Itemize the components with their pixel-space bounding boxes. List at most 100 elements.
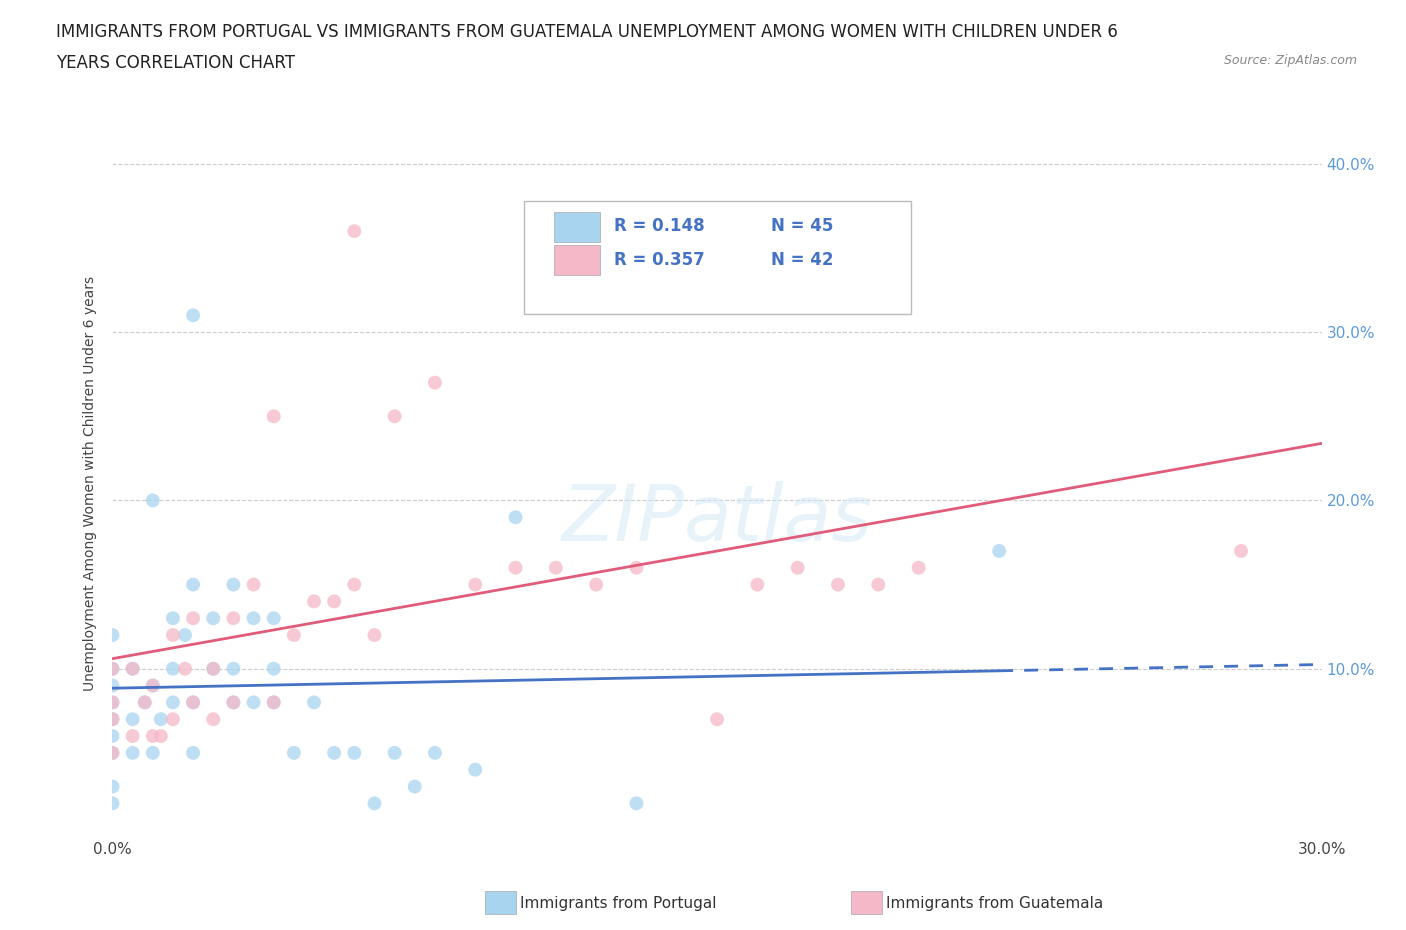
Point [101,695,124,710]
Bar [554,212,600,242]
Text: IMMIGRANTS FROM PORTUGAL VS IMMIGRANTS FROM GUATEMALA UNEMPLOYMENT AMONG WOMEN W: IMMIGRANTS FROM PORTUGAL VS IMMIGRANTS F… [56,23,1118,41]
Point [343,224,366,239]
Point [544,560,567,575]
Point [202,611,225,626]
Point [134,695,156,710]
Point [202,661,225,676]
Point [464,578,486,592]
Point [423,375,446,390]
Point [121,661,143,676]
Point [101,796,124,811]
Point [343,746,366,761]
Point [181,308,204,323]
Point [242,578,264,592]
FancyBboxPatch shape [523,201,911,314]
Point [263,611,285,626]
Text: R = 0.357: R = 0.357 [614,250,704,269]
Text: ZIPatlas: ZIPatlas [561,481,873,557]
Point [868,578,890,592]
Point [162,695,184,710]
Point [142,746,165,761]
Point [464,763,486,777]
Point [162,611,184,626]
Point [263,695,285,710]
Text: YEARS CORRELATION CHART: YEARS CORRELATION CHART [56,54,295,72]
Point [181,695,204,710]
Point [1230,543,1253,558]
Point [162,711,184,726]
Point [343,578,366,592]
Point [827,578,849,592]
Point [242,611,264,626]
Text: Immigrants from Guatemala: Immigrants from Guatemala [886,896,1104,910]
Point [786,560,808,575]
Point [149,711,172,726]
Point [222,611,245,626]
Point [101,728,124,743]
Point [121,711,143,726]
Point [142,678,165,693]
Bar [554,246,600,275]
Point [585,578,607,592]
Point [263,695,285,710]
Point [907,560,929,575]
Point [202,661,225,676]
Point [142,728,165,743]
Point [626,796,648,811]
Point [505,560,527,575]
Point [101,746,124,761]
Point [626,560,648,575]
Point [323,594,346,609]
Point [747,578,769,592]
Point [263,409,285,424]
Point [134,695,156,710]
Point [101,746,124,761]
Point [202,711,225,726]
Point [101,678,124,693]
Point [101,628,124,643]
Point [181,578,204,592]
Point [162,628,184,643]
Text: Source: ZipAtlas.com: Source: ZipAtlas.com [1223,54,1357,67]
Point [101,695,124,710]
Point [384,746,406,761]
Point [706,711,728,726]
Point [162,661,184,676]
Point [242,695,264,710]
Point [174,661,197,676]
Point [101,661,124,676]
Point [302,695,325,710]
Point [323,746,346,761]
Text: N = 45: N = 45 [772,217,834,234]
Text: N = 42: N = 42 [772,250,834,269]
Point [665,274,688,289]
Point [222,578,245,592]
Text: Immigrants from Portugal: Immigrants from Portugal [520,896,717,910]
Point [404,779,426,794]
Y-axis label: Unemployment Among Women with Children Under 6 years: Unemployment Among Women with Children U… [83,276,97,691]
Point [181,695,204,710]
Point [363,628,385,643]
Point [363,796,385,811]
Point [263,661,285,676]
Point [302,594,325,609]
Point [121,661,143,676]
Point [384,409,406,424]
Point [222,695,245,710]
Point [181,611,204,626]
Point [101,661,124,676]
Point [423,746,446,761]
Point [283,628,305,643]
Point [101,711,124,726]
Point [174,628,197,643]
Text: R = 0.148: R = 0.148 [614,217,704,234]
Point [142,493,165,508]
Point [121,746,143,761]
Point [142,678,165,693]
Point [181,746,204,761]
Point [101,711,124,726]
Point [505,510,527,525]
Point [283,746,305,761]
Point [222,695,245,710]
Point [988,543,1011,558]
